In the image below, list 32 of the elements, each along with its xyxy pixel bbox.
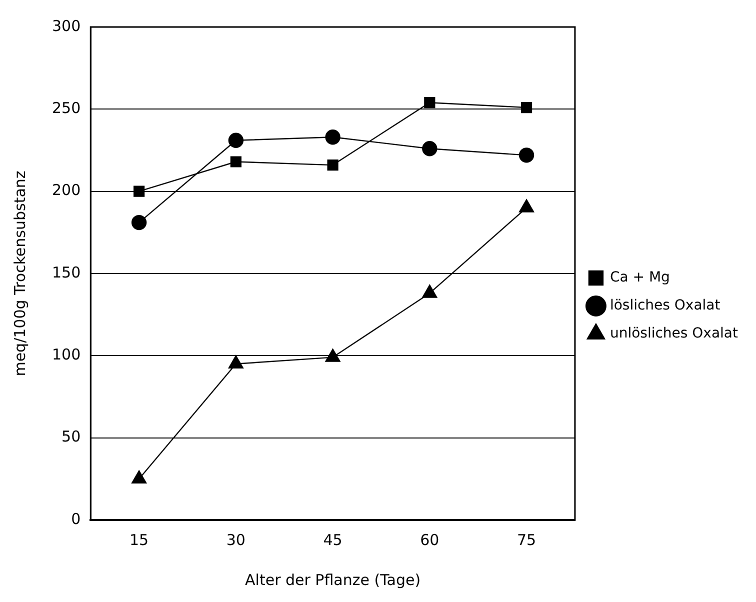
point bbox=[134, 186, 145, 197]
point bbox=[325, 130, 340, 145]
y-tick-label: 200 bbox=[52, 181, 81, 200]
point bbox=[228, 355, 244, 368]
point bbox=[422, 284, 438, 298]
y-tick-label: 100 bbox=[52, 346, 81, 364]
point bbox=[520, 102, 532, 114]
y-tick-label: 0 bbox=[71, 510, 81, 528]
x-axis-title: Alter der Pflanze (Tage) bbox=[245, 570, 421, 589]
point bbox=[132, 470, 147, 484]
y-axis-title: meq/100g Trockensubstanz bbox=[10, 170, 29, 376]
x-tick-label: 15 bbox=[130, 530, 149, 549]
point bbox=[228, 132, 244, 148]
point bbox=[327, 159, 338, 171]
x-tick-label: 30 bbox=[226, 530, 246, 549]
legend-label: Ca + Mg bbox=[610, 270, 670, 286]
point bbox=[325, 348, 340, 362]
legend-label: lösliches Oxalat bbox=[610, 298, 721, 314]
x-tick-label: 45 bbox=[323, 530, 342, 549]
point bbox=[230, 156, 242, 168]
y-tick-label: 250 bbox=[52, 99, 81, 118]
point bbox=[518, 148, 534, 163]
y-tick-label: 50 bbox=[62, 428, 81, 446]
legend-label: unlösliches Oxalat bbox=[610, 326, 739, 342]
point bbox=[518, 199, 534, 212]
y-tick-label: 150 bbox=[52, 263, 81, 282]
point bbox=[131, 214, 147, 230]
y-tick-label: 300 bbox=[52, 16, 81, 35]
point bbox=[424, 97, 436, 108]
x-tick-label: 60 bbox=[420, 530, 440, 549]
x-tick-label: 75 bbox=[516, 530, 536, 549]
point bbox=[422, 141, 438, 156]
